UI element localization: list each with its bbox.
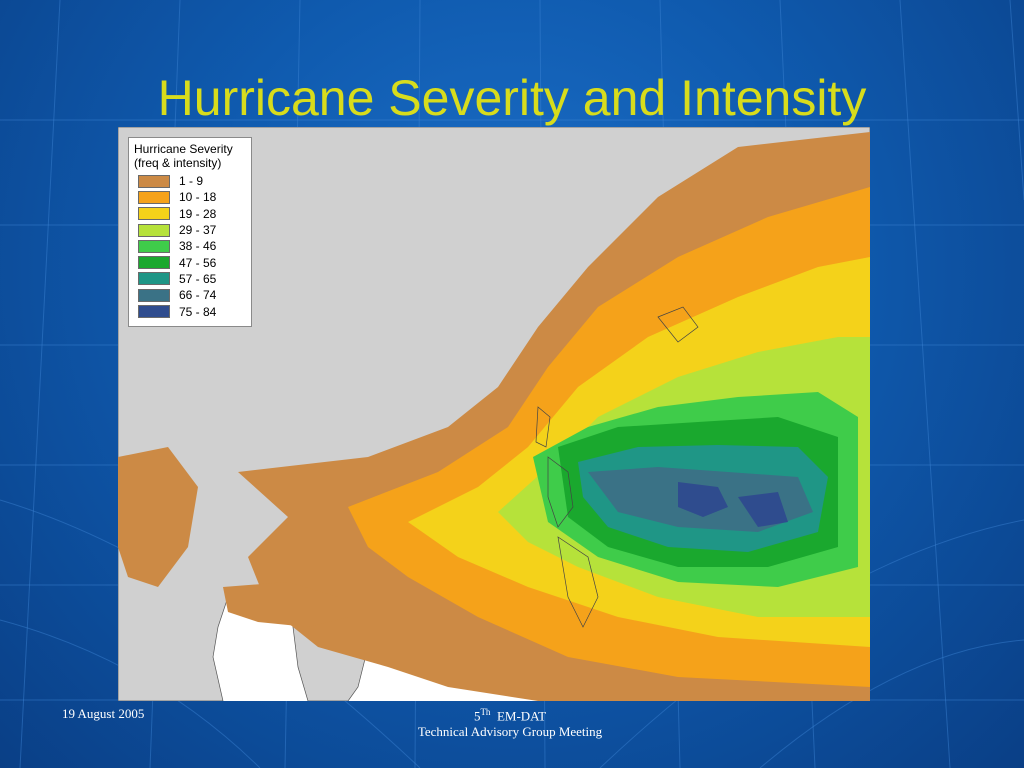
legend-label: 38 - 46	[179, 239, 217, 254]
legend-label: 29 - 37	[179, 223, 217, 238]
legend-subtitle: (freq & intensity)	[134, 156, 222, 170]
legend-label: 66 - 74	[179, 288, 217, 303]
legend-swatch	[138, 190, 170, 204]
legend-label: 47 - 56	[179, 255, 217, 270]
footer-ordinal-suffix: Th	[480, 707, 491, 717]
footer-date: 19 August 2005	[62, 706, 145, 721]
legend-label: 1 - 9	[179, 174, 204, 189]
legend-item: 66 - 74	[129, 287, 251, 303]
footer-event-code: EM-DAT	[496, 708, 547, 724]
footer-event-name: Technical Advisory Group Meeting	[417, 724, 603, 740]
legend-swatch	[138, 207, 170, 221]
legend-swatch	[138, 288, 170, 302]
legend-swatch	[138, 239, 170, 253]
legend-title: Hurricane Severity	[134, 142, 233, 156]
legend-swatch	[138, 174, 170, 188]
footer-event: 5Th EM-DAT Technical Advisory Group Meet…	[360, 704, 660, 740]
legend-swatch	[138, 305, 170, 319]
legend-item: 47 - 56	[129, 254, 251, 270]
legend-label: 10 - 18	[179, 190, 217, 205]
legend-item: 38 - 46	[129, 238, 251, 254]
legend-label: 57 - 65	[179, 271, 217, 286]
legend-swatch	[138, 256, 170, 270]
legend-label: 19 - 28	[179, 206, 217, 221]
severity-zones	[118, 132, 870, 701]
legend-item: 57 - 65	[129, 271, 251, 287]
legend-item: 29 - 37	[129, 222, 251, 238]
legend-item: 1 - 9	[129, 173, 251, 189]
legend-item: 75 - 84	[129, 303, 251, 319]
slide-title: Hurricane Severity and Intensity	[157, 70, 867, 126]
footer-ordinal: 5	[473, 708, 481, 724]
legend-item: 10 - 18	[129, 189, 251, 205]
legend-item: 19 - 28	[129, 206, 251, 222]
map-graphic	[118, 127, 870, 701]
map-legend: Hurricane Severity (freq & intensity) 1 …	[128, 137, 252, 327]
legend-swatch	[138, 272, 170, 286]
hurricane-severity-map: Hurricane Severity (freq & intensity) 1 …	[118, 127, 870, 701]
legend-swatch	[138, 223, 170, 237]
legend-label: 75 - 84	[179, 304, 217, 319]
